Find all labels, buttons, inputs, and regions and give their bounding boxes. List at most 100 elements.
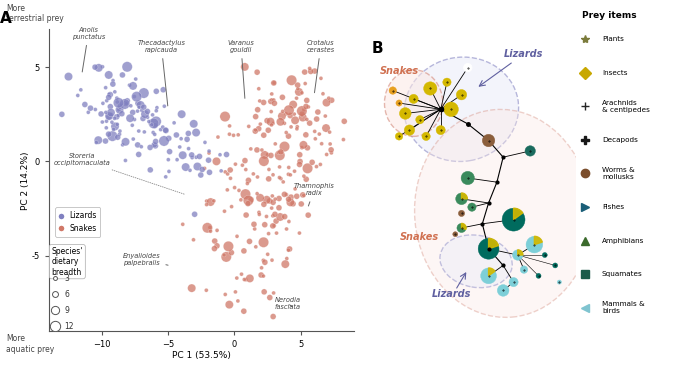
Point: [291, 126, 303, 132]
Point: [97, 100, 108, 106]
Point: [285, 113, 296, 118]
Point: [50, 291, 61, 297]
Point: [186, 152, 197, 158]
Text: Arachnids
& centipedes: Arachnids & centipedes: [602, 100, 650, 113]
Text: Anolis
punctatus: Anolis punctatus: [71, 27, 105, 72]
Circle shape: [400, 107, 411, 119]
Point: [133, 104, 144, 110]
Point: [208, 198, 219, 204]
Point: [133, 100, 144, 106]
Point: [138, 104, 149, 110]
Point: [273, 205, 285, 211]
Point: [305, 68, 316, 74]
Circle shape: [536, 273, 541, 278]
Point: [188, 121, 199, 127]
Text: 6: 6: [65, 290, 69, 299]
Point: [214, 152, 226, 158]
Point: [163, 157, 174, 163]
Point: [194, 153, 205, 159]
Point: [201, 198, 212, 204]
Point: [239, 64, 251, 70]
Point: [228, 132, 239, 138]
Point: [107, 133, 118, 139]
Point: [280, 111, 291, 117]
Text: Storeria
occipitomaculata: Storeria occipitomaculata: [53, 153, 185, 195]
Point: [238, 248, 249, 254]
Point: [279, 191, 290, 197]
Point: [256, 147, 267, 153]
Point: [176, 111, 187, 117]
Point: [142, 114, 153, 120]
Circle shape: [478, 238, 499, 259]
Point: [283, 164, 294, 170]
Point: [323, 95, 335, 101]
Point: [287, 102, 298, 107]
Point: [72, 92, 83, 98]
Point: [112, 121, 123, 127]
Point: [137, 116, 149, 121]
Point: [262, 251, 273, 257]
Point: [75, 87, 86, 93]
Point: [63, 74, 74, 79]
Text: Snakes: Snakes: [380, 66, 418, 76]
Point: [265, 152, 276, 158]
Point: [298, 107, 310, 113]
Point: [159, 103, 170, 109]
Point: [120, 139, 131, 145]
Point: [93, 137, 104, 143]
Point: [275, 214, 286, 220]
Point: [285, 194, 296, 200]
Text: Lizards: Lizards: [505, 49, 543, 59]
Point: [263, 176, 274, 182]
Point: [266, 91, 278, 97]
Point: [203, 150, 214, 156]
Point: [50, 308, 61, 314]
Point: [266, 257, 278, 263]
Point: [220, 169, 231, 175]
Point: [96, 111, 107, 117]
Point: [277, 94, 288, 100]
Point: [105, 110, 117, 116]
Circle shape: [464, 64, 472, 72]
Point: [259, 222, 270, 228]
Point: [263, 127, 274, 133]
Point: [151, 118, 162, 124]
Circle shape: [409, 94, 418, 103]
Text: Enyalioides
palpebralis: Enyalioides palpebralis: [123, 253, 168, 266]
Point: [144, 145, 155, 151]
Text: Varanus
gouldii: Varanus gouldii: [228, 40, 255, 98]
Point: [281, 256, 292, 262]
Point: [243, 123, 254, 129]
Point: [201, 202, 212, 208]
Text: Species'
dietary
breadth: Species' dietary breadth: [51, 247, 83, 276]
Point: [205, 199, 216, 205]
Point: [261, 197, 272, 203]
Point: [117, 111, 128, 117]
Point: [301, 103, 312, 109]
Point: [149, 123, 160, 128]
Point: [254, 212, 265, 217]
Point: [240, 167, 251, 173]
Point: [289, 186, 301, 192]
Point: [242, 181, 253, 187]
Point: [203, 148, 214, 154]
Polygon shape: [518, 250, 523, 255]
Point: [310, 136, 321, 142]
Point: [259, 289, 270, 295]
Point: [139, 129, 150, 135]
Point: [147, 112, 158, 118]
Point: [304, 66, 315, 71]
Point: [150, 138, 161, 144]
Circle shape: [444, 102, 458, 117]
Point: [106, 119, 117, 125]
Ellipse shape: [405, 57, 518, 162]
Point: [105, 92, 116, 98]
Text: Lizards: Lizards: [432, 289, 471, 299]
Point: [93, 65, 104, 71]
Point: [252, 69, 263, 75]
Point: [266, 97, 278, 103]
Point: [280, 261, 291, 267]
Point: [103, 72, 115, 78]
Point: [138, 90, 149, 96]
Point: [50, 323, 61, 329]
